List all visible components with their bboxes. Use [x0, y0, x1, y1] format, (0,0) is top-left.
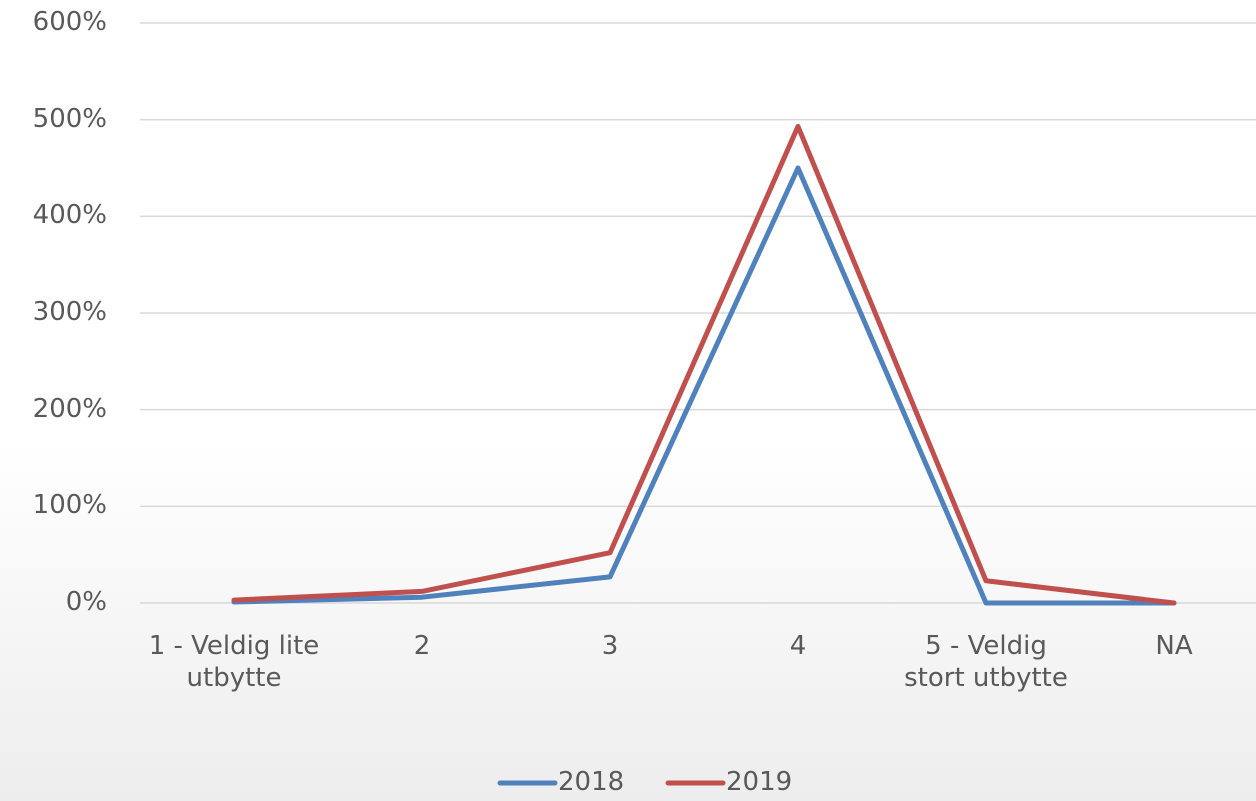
y-tick-label: 200%: [32, 393, 107, 424]
x-tick-label: NA: [1155, 631, 1193, 661]
y-tick-label: 0%: [65, 587, 107, 617]
y-tick-label: 600%: [32, 7, 107, 37]
legend-label: 2018: [558, 767, 625, 797]
y-tick-label: 500%: [32, 103, 107, 134]
data-line: [231, 165, 1177, 606]
y-tick-label: 300%: [32, 297, 107, 327]
x-tick-label: 3: [601, 631, 619, 661]
y-tick-label: 400%: [32, 200, 107, 231]
legend-label: 2019: [726, 767, 793, 797]
x-tick-label: 2: [413, 631, 431, 661]
x-tick-label: 4: [789, 631, 807, 661]
x-tick-label: 1 - Veldig lite utbytte: [148, 631, 320, 693]
x-tick-label: 5 - Veldig stort utbytte: [904, 631, 1068, 693]
data-line: [231, 123, 1177, 606]
y-tick-label: 100%: [32, 490, 107, 521]
